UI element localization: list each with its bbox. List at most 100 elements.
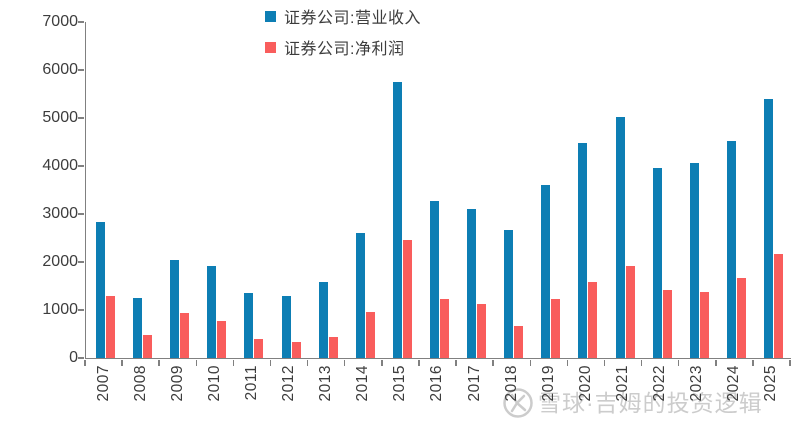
bar-revenue-2014 (355, 233, 365, 358)
bar-group-2018 (494, 22, 531, 358)
x-axis-label-2023: 2023 (688, 365, 706, 402)
x-axis-label-slot: 2012 (271, 365, 308, 401)
bar-group-2013 (309, 22, 346, 358)
bar-revenue-2012 (281, 296, 291, 358)
bar-revenue-2009 (170, 260, 180, 358)
x-tick (789, 359, 791, 366)
bar-group-2020 (568, 22, 605, 358)
plot-area (85, 22, 791, 359)
x-tick (640, 359, 643, 366)
y-axis-label-3000: 3000 (42, 205, 78, 222)
bar-net-profit-2021 (625, 266, 635, 358)
legend-item-revenue: 证券公司:营业收入 (265, 6, 421, 27)
bar-net-profit-2009 (180, 313, 190, 358)
bar-group-2009 (160, 22, 197, 358)
bar-net-profit-2016 (439, 299, 449, 358)
bar-group-2021 (605, 22, 642, 358)
x-axis-label-2012: 2012 (280, 365, 298, 402)
bar-net-profit-2008 (143, 335, 153, 358)
bar-group-2023 (680, 22, 717, 358)
x-axis-label-2007: 2007 (94, 365, 112, 402)
bar-revenue-2024 (726, 141, 736, 358)
x-axis-label-slot: 2011 (233, 365, 270, 400)
x-axis-label-slot: 2025 (753, 365, 790, 401)
bar-net-profit-2019 (551, 299, 561, 358)
x-axis-label-2022: 2022 (651, 365, 669, 402)
bar-net-profit-2020 (588, 282, 598, 358)
x-tick (84, 359, 86, 366)
bar-net-profit-2025 (773, 254, 783, 358)
x-tick (603, 359, 606, 366)
x-axis-label-slot: 2010 (196, 365, 233, 401)
x-axis-label-2020: 2020 (576, 365, 594, 402)
bar-group-2012 (272, 22, 309, 358)
y-axis-label-7000: 7000 (42, 13, 78, 30)
y-tick-6000 (78, 69, 84, 71)
bar-group-2019 (531, 22, 568, 358)
x-tick (418, 359, 420, 366)
x-axis-label-slot: 2020 (567, 365, 604, 401)
bar-net-profit-2012 (291, 342, 301, 358)
x-axis-label-2015: 2015 (391, 365, 409, 402)
x-axis-label-slot: 2022 (642, 365, 679, 401)
bar-revenue-2010 (207, 266, 217, 358)
x-axis-label-slot: 2016 (419, 365, 456, 401)
bar-group-2010 (197, 22, 234, 358)
y-tick-4000 (78, 165, 84, 167)
x-axis-label-2008: 2008 (131, 365, 149, 402)
x-axis-label-slot: 2021 (604, 365, 641, 401)
bar-revenue-2015 (392, 82, 402, 358)
x-tick (232, 359, 235, 366)
y-tick-7000 (78, 21, 84, 23)
bar-group-2025 (754, 22, 791, 358)
bar-revenue-2020 (578, 143, 588, 358)
bar-group-2007 (86, 22, 123, 358)
x-axis-label-slot: 2014 (345, 365, 382, 401)
x-tick (492, 359, 494, 366)
x-axis-label-2024: 2024 (725, 365, 743, 402)
x-axis-label-2016: 2016 (428, 365, 446, 402)
bar-net-profit-2022 (662, 290, 672, 358)
bar-revenue-2022 (652, 168, 662, 358)
x-axis-label-slot: 2009 (159, 365, 196, 401)
x-axis-label-slot: 2024 (716, 365, 753, 401)
y-tick-3000 (78, 213, 84, 215)
bar-net-profit-2014 (365, 312, 375, 358)
y-axis-label-2000: 2000 (42, 253, 78, 270)
legend-swatch-revenue (265, 10, 276, 22)
y-tick-5000 (78, 117, 84, 119)
legend-swatch-net-profit (265, 41, 276, 53)
x-axis-label-2021: 2021 (614, 365, 632, 402)
x-axis-label-2009: 2009 (168, 365, 186, 402)
y-tick-2000 (78, 261, 84, 263)
bar-net-profit-2013 (328, 337, 338, 358)
x-axis-label-2019: 2019 (539, 365, 557, 402)
bar-net-profit-2018 (514, 326, 524, 358)
bar-revenue-2017 (467, 209, 477, 358)
bar-group-2008 (123, 22, 160, 358)
bar-group-2014 (346, 22, 383, 358)
legend-label-revenue: 证券公司:营业收入 (284, 10, 421, 27)
x-axis-label-slot: 2008 (122, 365, 159, 401)
bar-group-2015 (383, 22, 420, 358)
bar-net-profit-2015 (402, 240, 412, 358)
bar-revenue-2018 (504, 230, 514, 358)
x-axis-label-2025: 2025 (762, 365, 780, 402)
y-axis-label-1000: 1000 (42, 301, 78, 318)
x-tick (715, 359, 717, 366)
bar-group-2017 (457, 22, 494, 358)
y-axis-label-6000: 6000 (42, 61, 78, 78)
y-axis-label-4000: 4000 (42, 157, 78, 174)
x-axis-label-2014: 2014 (354, 365, 372, 402)
bar-revenue-2016 (429, 201, 439, 358)
bar-revenue-2025 (763, 99, 773, 358)
x-axis-label-2017: 2017 (465, 365, 483, 402)
bar-net-profit-2007 (106, 296, 116, 358)
x-tick (566, 359, 569, 366)
y-tick-0 (78, 357, 84, 359)
chart-legend: 证券公司:营业收入 证券公司:净利润 (265, 6, 421, 68)
legend-item-net-profit: 证券公司:净利润 (265, 37, 421, 58)
bar-net-profit-2023 (699, 292, 709, 358)
y-axis-label-5000: 5000 (42, 109, 78, 126)
